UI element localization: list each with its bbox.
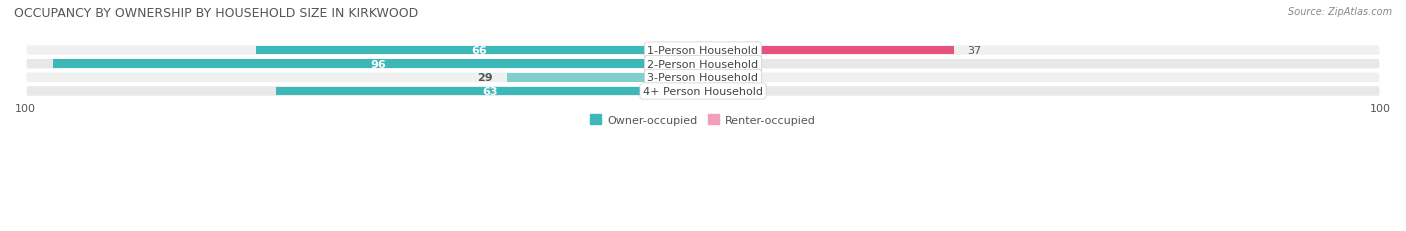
Text: 3: 3 [737,73,744,83]
Text: 3: 3 [737,59,744,69]
Text: 4+ Person Household: 4+ Person Household [643,87,763,97]
Bar [703,60,723,69]
FancyBboxPatch shape [25,45,1381,57]
Text: 37: 37 [967,46,981,56]
Bar [256,47,703,55]
Text: 2-Person Household: 2-Person Household [647,59,759,69]
Bar [703,74,723,82]
FancyBboxPatch shape [25,59,1381,70]
Text: OCCUPANCY BY OWNERSHIP BY HOUSEHOLD SIZE IN KIRKWOOD: OCCUPANCY BY OWNERSHIP BY HOUSEHOLD SIZE… [14,7,419,20]
Text: 29: 29 [478,73,494,83]
Bar [276,87,703,96]
Text: 66: 66 [471,46,488,56]
Bar [506,74,703,82]
Bar [52,60,703,69]
Text: 5: 5 [751,87,758,97]
Bar [703,87,737,96]
Text: 96: 96 [370,59,385,69]
FancyBboxPatch shape [25,72,1381,84]
Text: 63: 63 [482,87,498,97]
Text: 1-Person Household: 1-Person Household [648,46,758,56]
Text: 3-Person Household: 3-Person Household [648,73,758,83]
Bar [703,47,953,55]
Text: Source: ZipAtlas.com: Source: ZipAtlas.com [1288,7,1392,17]
Legend: Owner-occupied, Renter-occupied: Owner-occupied, Renter-occupied [586,110,820,130]
FancyBboxPatch shape [25,86,1381,97]
